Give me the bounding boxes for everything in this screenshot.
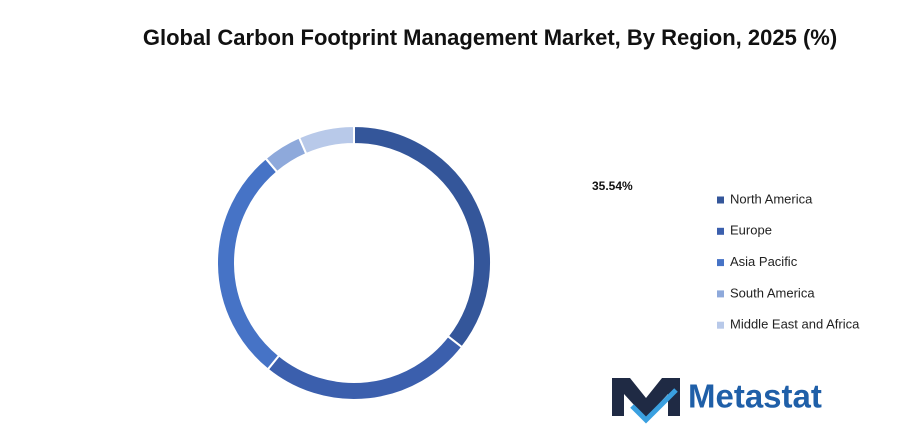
legend-label: Middle East and Africa: [730, 317, 860, 332]
legend-label: North America: [730, 191, 813, 206]
donut-segment: [264, 136, 308, 174]
donut-segment: [297, 124, 355, 156]
legend-swatch: [717, 259, 724, 267]
legend-label: Asia Pacific: [730, 254, 798, 269]
logo-text: Metastat: [688, 378, 822, 415]
data-label: 35.54%: [592, 179, 633, 193]
legend-label: Europe: [730, 223, 772, 238]
logo-icon: [612, 378, 680, 424]
donut-segment: [353, 124, 492, 349]
legend-swatch: [717, 196, 724, 204]
legend-swatch: [717, 227, 724, 235]
legend-swatch: [717, 290, 724, 298]
donut-segment: [216, 156, 281, 371]
legend-label: South America: [730, 285, 815, 300]
chart-title: Global Carbon Footprint Management Marke…: [142, 25, 838, 50]
donut-segment: [266, 334, 464, 401]
legend-swatch: [717, 321, 724, 329]
